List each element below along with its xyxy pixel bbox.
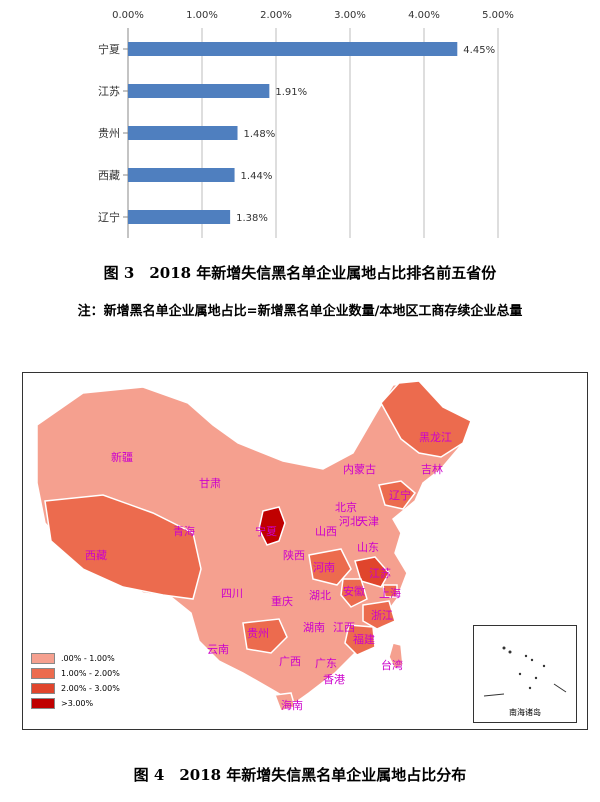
province-label: 浙江 — [371, 609, 393, 622]
region-heilongjiang — [380, 380, 472, 458]
bar — [128, 168, 235, 182]
province-label: 甘肃 — [199, 477, 221, 490]
legend-swatch — [31, 668, 55, 679]
province-label: 湖北 — [309, 589, 331, 602]
legend-swatch — [31, 653, 55, 664]
figure-3-caption: 图 3 2018 年新增失信黑名单企业属地占比排名前五省份 — [103, 264, 497, 282]
region-guizhou — [242, 618, 288, 654]
province-label: 湖南 — [303, 621, 325, 634]
data-label: 1.91% — [275, 87, 307, 98]
province-label: 江西 — [333, 621, 355, 634]
province-label: 宁夏 — [255, 524, 277, 538]
region-ningxia — [258, 506, 286, 546]
data-label: 1.48% — [244, 129, 276, 140]
region-xizang — [44, 494, 202, 600]
region-taiwan — [388, 642, 404, 671]
province-label: 天津 — [357, 515, 379, 528]
region-fujian — [344, 624, 376, 656]
province-label: 青海 — [173, 524, 195, 538]
legend-swatch — [31, 698, 55, 709]
province-label: 台湾 — [381, 658, 403, 672]
province-label: 广西 — [279, 655, 301, 668]
south-china-sea-inset: 南海诸岛 — [473, 625, 577, 723]
data-label: 1.44% — [241, 171, 273, 182]
region-shanghai — [382, 584, 398, 598]
province-label: 河北 — [339, 515, 361, 528]
province-label: 福建 — [353, 632, 375, 646]
china-map: 新疆西藏 青海 甘肃 内蒙古 黑龙江吉林 辽宁北京 河北 天津山西 宁夏 陕西 山东河南 江苏 安徽 上海… — [22, 372, 588, 730]
figure-3-note: 注：新增黑名单企业属地占比=新增黑名单企业数量/本地区工商存续企业总量 — [77, 304, 523, 319]
province-label: 江苏 — [369, 567, 391, 580]
bar — [128, 42, 458, 56]
province-label: 西藏 — [85, 549, 107, 562]
province-label: 黑龙江 — [419, 431, 452, 444]
province-label: 山东 — [357, 541, 379, 554]
inset-islands — [483, 646, 567, 697]
region-hainan — [273, 692, 296, 712]
province-label: 云南 — [207, 643, 229, 656]
bar-chart: 0.00% 1.00% 2.00% 3.00% 4.00% 5.00% 宁夏 4.45% 江苏 1… — [98, 10, 514, 238]
x-tick-label: 5.00% — [482, 10, 514, 21]
bar — [128, 84, 270, 98]
region-zhejiang — [362, 600, 396, 630]
province-label: 吉林 — [421, 462, 443, 476]
category-label: 宁夏 — [98, 42, 120, 56]
x-tick-label: 3.00% — [334, 10, 366, 21]
legend-label: .00% - 1.00% — [61, 654, 115, 663]
legend-item: 2.00% - 3.00% — [31, 681, 120, 696]
category-label: 贵州 — [98, 127, 120, 140]
x-tick-label: 0.00% — [112, 10, 144, 21]
bar — [128, 126, 238, 140]
province-label: 贵州 — [247, 627, 269, 640]
province-label: 广东 — [315, 657, 337, 670]
legend-label: 2.00% - 3.00% — [61, 684, 120, 693]
province-label: 北京 — [335, 500, 357, 514]
province-label: 海南 — [281, 698, 303, 712]
province-label: 河南 — [313, 561, 335, 574]
legend-label: >3.00% — [61, 699, 94, 708]
china-outline — [36, 380, 472, 704]
province-label: 辽宁 — [389, 488, 411, 502]
region-henan — [308, 548, 352, 586]
province-label: 安徽 — [343, 584, 365, 598]
province-label: 上海 — [379, 586, 401, 600]
legend-item: 1.00% - 2.00% — [31, 666, 120, 681]
legend-item: >3.00% — [31, 696, 120, 711]
inset-label: 南海诸岛 — [509, 708, 541, 717]
province-label: 山西 — [315, 525, 337, 538]
x-tick-label: 1.00% — [186, 10, 218, 21]
data-label: 4.45% — [463, 45, 495, 56]
province-label: 内蒙古 — [343, 462, 376, 476]
x-tick-label: 4.00% — [408, 10, 440, 21]
legend-item: .00% - 1.00% — [31, 651, 120, 666]
category-label: 江苏 — [98, 85, 120, 98]
category-label: 西藏 — [98, 169, 120, 182]
x-tick-label: 2.00% — [260, 10, 292, 21]
data-label: 1.38% — [236, 213, 268, 224]
legend-label: 1.00% - 2.00% — [61, 669, 120, 678]
province-label: 新疆 — [111, 450, 133, 464]
figure-4-caption: 图 4 2018 年新增失信黑名单企业属地占比分布 — [133, 766, 467, 784]
province-label: 陕西 — [283, 548, 305, 562]
category-label: 辽宁 — [98, 210, 120, 224]
map-legend: .00% - 1.00% 1.00% - 2.00% 2.00% - 3.00%… — [31, 651, 120, 711]
province-label: 重庆 — [271, 594, 293, 608]
bar — [128, 210, 231, 224]
legend-swatch — [31, 683, 55, 694]
region-jiangsu — [354, 556, 390, 588]
region-liaoning — [378, 480, 417, 510]
province-label: 香港 — [323, 673, 345, 686]
province-label: 四川 — [221, 587, 243, 600]
region-anhui — [340, 578, 368, 608]
